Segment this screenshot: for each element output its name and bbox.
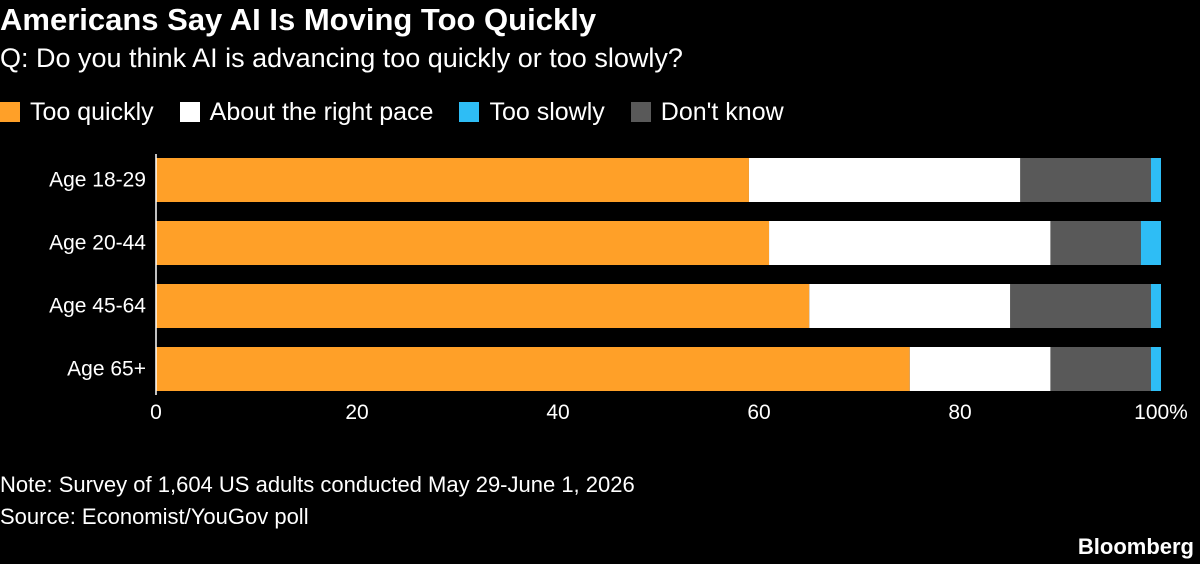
category-label-age-65: Age 65+ bbox=[67, 358, 146, 381]
bar-age-65-too-slowly bbox=[1150, 347, 1161, 391]
legend-label-dont-know: Don't know bbox=[660, 97, 784, 126]
legend-swatch-dont-know bbox=[630, 102, 651, 122]
bar-age-20-44-too-quickly bbox=[156, 221, 770, 265]
chart-subtitle: Q: Do you think AI is advancing too quic… bbox=[0, 43, 683, 73]
x-tick-label-60: 60 bbox=[747, 401, 770, 424]
bar-age-18-29-don-t-know bbox=[1020, 158, 1151, 202]
bar-age-65-about-the-right-pace bbox=[909, 347, 1051, 391]
footnote: Note: Survey of 1,604 US adults conducte… bbox=[0, 472, 635, 497]
bar-age-65-don-t-know bbox=[1050, 347, 1151, 391]
legend-swatch-too-quickly bbox=[0, 102, 20, 122]
bloomberg-logo: Bloomberg bbox=[1077, 534, 1194, 559]
legend-label-too-quickly: Too quickly bbox=[30, 97, 154, 126]
bars-group bbox=[156, 158, 1161, 391]
bar-age-20-44-too-slowly bbox=[1140, 221, 1161, 265]
legend-label-right-pace: About the right pace bbox=[209, 97, 434, 126]
bar-age-45-64-too-slowly bbox=[1150, 284, 1161, 328]
category-label-age-20-44: Age 20-44 bbox=[49, 232, 146, 255]
category-label-age-45-64: Age 45-64 bbox=[49, 295, 146, 318]
category-labels: Age 18-29 Age 20-44 Age 45-64 Age 65+ bbox=[49, 169, 146, 381]
chart-title: Americans Say AI Is Moving Too Quickly bbox=[0, 2, 597, 37]
legend-swatch-too-slowly bbox=[459, 102, 480, 122]
x-axis-ticks: 0 20 40 60 80 100% bbox=[150, 401, 1188, 424]
legend-item-right-pace: About the right pace bbox=[179, 97, 434, 127]
legend-item-too-slowly: Too slowly bbox=[459, 97, 605, 127]
category-label-age-18-29: Age 18-29 bbox=[49, 169, 146, 192]
x-tick-label-0: 0 bbox=[150, 401, 162, 424]
bar-age-18-29-too-quickly bbox=[156, 158, 749, 202]
x-tick-label-100: 100% bbox=[1134, 401, 1188, 424]
bar-age-18-29-too-slowly bbox=[1150, 158, 1161, 202]
bar-age-20-44-about-the-right-pace bbox=[769, 221, 1051, 265]
x-tick-label-40: 40 bbox=[546, 401, 569, 424]
bar-age-18-29-about-the-right-pace bbox=[748, 158, 1021, 202]
legend: Too quickly About the right pace Too slo… bbox=[0, 97, 810, 127]
x-tick-label-20: 20 bbox=[345, 401, 368, 424]
legend-item-dont-know: Don't know bbox=[630, 97, 784, 127]
stacked-bar-chart: Age 18-29 Age 20-44 Age 45-64 Age 65+ 0 20 40… bbox=[49, 154, 1188, 424]
bar-age-45-64-don-t-know bbox=[1010, 284, 1151, 328]
bar-age-20-44-don-t-know bbox=[1050, 221, 1141, 265]
bar-age-45-64-about-the-right-pace bbox=[809, 284, 1011, 328]
legend-item-too-quickly: Too quickly bbox=[0, 98, 154, 127]
x-tick-label-80: 80 bbox=[948, 401, 971, 424]
bar-age-45-64-too-quickly bbox=[156, 284, 810, 328]
bar-age-65-too-quickly bbox=[156, 347, 910, 391]
legend-swatch-right-pace bbox=[179, 102, 200, 122]
source-line: Source: Economist/YouGov poll bbox=[0, 504, 309, 529]
legend-label-too-slowly: Too slowly bbox=[489, 97, 605, 126]
